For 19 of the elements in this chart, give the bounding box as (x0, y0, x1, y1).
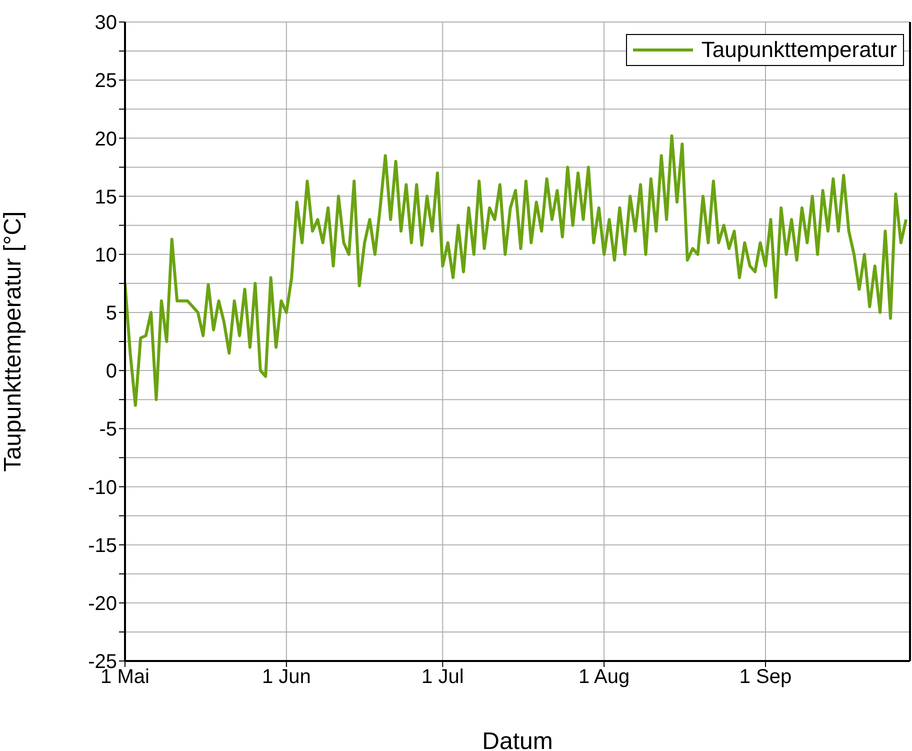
y-tick-label: 5 (106, 302, 117, 325)
y-tick-label: 15 (94, 186, 117, 208)
y-tick-label: -10 (88, 476, 117, 499)
line-series (125, 134, 908, 407)
y-tick-label: 25 (94, 70, 117, 92)
x-tick-label: 1 Aug (578, 666, 630, 688)
y-tick-label: 30 (94, 12, 117, 34)
x-axis-title: Datum (482, 728, 553, 751)
y-axis-title: Taupunkttemperatur [°C] (0, 211, 27, 472)
legend-label: Taupunkttemperatur (701, 37, 897, 63)
y-tick-label: 0 (106, 360, 117, 383)
y-tick-label: -15 (88, 534, 117, 557)
x-tick-label: 1 Jun (262, 666, 311, 688)
y-tick-label: 10 (94, 244, 117, 266)
y-tick-label: -5 (99, 418, 117, 441)
y-tick-label: 20 (94, 128, 117, 150)
x-tick-label: 1 Jul (422, 666, 464, 688)
x-tick-label: 1 Sep (739, 666, 792, 688)
y-tick-label: -20 (88, 593, 117, 616)
